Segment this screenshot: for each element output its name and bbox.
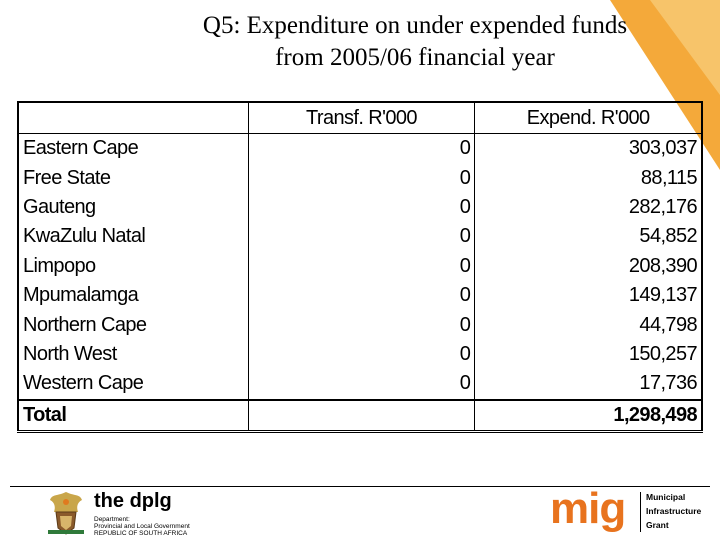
expend-value: 44,798 [474,310,703,340]
expend-value: 208,390 [474,251,703,281]
footer-divider [10,486,710,487]
mig-line-1: Municipal [646,492,686,502]
total-row: Total 1,298,498 [17,398,703,433]
total-transf [247,398,476,433]
table-row: Free State 0 88,115 [17,163,703,193]
title-line-1: Q5: Expenditure on under expended funds [202,12,628,39]
expend-value: 88,115 [474,163,703,193]
table-header-row: Transf. R'000 Expend. R'000 [17,102,703,134]
expend-value: 282,176 [474,192,703,223]
province-name: Eastern Cape [17,133,249,164]
expend-value: 17,736 [474,369,703,400]
province-name: Free State [17,163,249,193]
expenditure-table: Transf. R'000 Expend. R'000 Eastern Cape… [17,101,703,433]
expend-value: 54,852 [474,222,703,252]
province-name: Western Cape [17,369,249,400]
table-row: Limpopo 0 208,390 [17,251,703,281]
slide-title: Q5: Expenditure on under expended funds … [120,10,710,74]
total-label: Total [17,398,249,433]
transf-value: 0 [247,280,476,311]
mig-logo: mig Municipal Infrastructure Grant [550,484,720,538]
dplg-line-2: Provincial and Local Government [94,523,190,530]
title-line-2: from 2005/06 financial year [275,44,555,71]
mig-word: mig [550,484,626,533]
dplg-brand: the dplg [94,490,172,513]
transf-value: 0 [247,133,476,164]
transf-value: 0 [247,369,476,400]
header-transf: Transf. R'000 [247,102,476,134]
dplg-line-1: Department: [94,516,130,523]
header-expend: Expend. R'000 [474,102,703,134]
table-row: Western Cape 0 17,736 [17,369,703,400]
expend-value: 149,137 [474,280,703,311]
table-row: KwaZulu Natal 0 54,852 [17,222,703,252]
province-name: North West [17,339,249,370]
province-name: Northern Cape [17,310,249,340]
province-name: Limpopo [17,251,249,281]
dplg-line-3: REPUBLIC OF SOUTH AFRICA [94,530,188,537]
mig-line-2: Infrastructure [646,506,702,516]
transf-value: 0 [247,222,476,252]
dplg-logo: the dplg Department: Provincial and Loca… [44,490,214,538]
dplg-brand-name: dplg [129,490,172,512]
table-row: Gauteng 0 282,176 [17,192,703,223]
province-name: Mpumalamga [17,280,249,311]
table-row: Northern Cape 0 44,798 [17,310,703,340]
transf-value: 0 [247,339,476,370]
dplg-brand-the: the [94,490,130,512]
coat-of-arms-icon [48,492,84,535]
table-row: Eastern Cape 0 303,037 [17,133,703,164]
total-expend: 1,298,498 [474,398,703,433]
table-row: Mpumalamga 0 149,137 [17,280,703,311]
transf-value: 0 [247,192,476,223]
transf-value: 0 [247,251,476,281]
transf-value: 0 [247,310,476,340]
expend-value: 303,037 [474,133,703,164]
mig-line-3: Grant [646,520,669,530]
expend-value: 150,257 [474,339,703,370]
header-province [17,102,249,134]
transf-value: 0 [247,163,476,193]
mig-divider [640,492,641,532]
province-name: KwaZulu Natal [17,222,249,252]
province-name: Gauteng [17,192,249,223]
table-row: North West 0 150,257 [17,339,703,370]
